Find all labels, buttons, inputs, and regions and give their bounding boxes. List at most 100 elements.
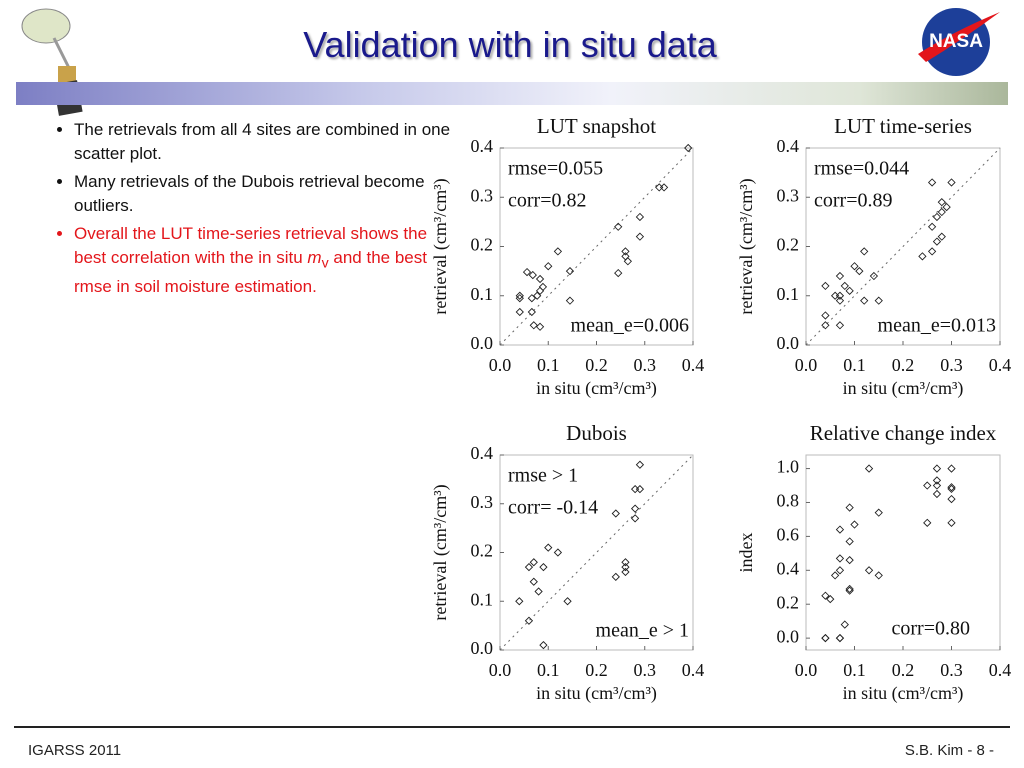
data-point	[947, 484, 956, 494]
data-point	[535, 322, 545, 331]
data-point	[684, 143, 693, 153]
data-point	[855, 266, 864, 276]
identity-line	[499, 147, 694, 346]
data-point	[864, 566, 874, 575]
annotation: corr=0.82	[508, 190, 586, 212]
data-point	[937, 198, 946, 207]
data-point	[528, 270, 537, 280]
x-tick-label: 0.3	[634, 355, 657, 375]
y-tick-label: 0.1	[777, 284, 800, 304]
data-point	[845, 555, 854, 565]
data-point	[611, 572, 620, 582]
y-tick-label: 0.3	[471, 492, 494, 512]
nasa-logo: NASA	[918, 8, 1000, 76]
identity-line	[499, 454, 694, 651]
chart-title: Relative change index	[810, 421, 997, 445]
data-point	[947, 518, 956, 527]
data-point	[659, 183, 669, 192]
data-point	[923, 518, 932, 527]
annotation: corr= -0.14	[508, 497, 598, 519]
data-point	[835, 633, 845, 643]
bullet-highlight: Overall the LUT time-series retrieval sh…	[74, 222, 459, 299]
y-tick-label: 0.0	[471, 333, 494, 353]
data-point	[563, 597, 572, 606]
data-point	[535, 274, 545, 284]
y-tick-label: 0.3	[777, 185, 800, 205]
x-tick-label: 0.2	[585, 660, 608, 680]
annotation: corr=0.80	[892, 618, 970, 640]
x-tick-label: 0.3	[940, 660, 963, 680]
data-point	[539, 640, 548, 650]
x-axis-label: in situ (cm³/cm³)	[843, 378, 964, 399]
x-tick-label: 0.4	[989, 660, 1012, 680]
y-tick-label: 0.0	[777, 626, 800, 646]
data-point	[621, 558, 630, 567]
data-point	[621, 252, 630, 261]
data-point	[621, 562, 630, 572]
data-point	[932, 489, 942, 499]
data-point	[947, 464, 956, 473]
data-point	[835, 566, 845, 575]
data-point	[821, 633, 830, 643]
y-tick-label: 0.3	[471, 185, 494, 205]
data-point	[932, 464, 942, 473]
y-tick-label: 0.4	[777, 558, 800, 578]
data-point	[821, 633, 830, 643]
data-point	[850, 262, 859, 271]
data-point	[932, 476, 942, 485]
y-axis-label: retrieval (cm³/cm³)	[736, 178, 757, 314]
x-tick-label: 0.0	[489, 660, 512, 680]
annotation: mean_e > 1	[596, 620, 689, 642]
data-point	[840, 281, 849, 291]
data-point	[527, 294, 536, 303]
data-point	[932, 212, 942, 222]
x-tick-label: 0.0	[489, 355, 512, 375]
x-tick-label: 0.2	[892, 660, 915, 680]
data-point	[621, 567, 630, 577]
data-point	[830, 291, 840, 300]
y-tick-label: 0.0	[471, 638, 494, 658]
data-point	[538, 282, 548, 292]
bullet: The retrievals from all 4 sites are comb…	[74, 118, 459, 166]
annotation: mean_e=0.013	[878, 315, 996, 337]
y-tick-label: 1.0	[777, 457, 800, 477]
y-axis-label: index	[736, 533, 756, 573]
y-tick-label: 0.2	[777, 235, 800, 255]
data-point	[539, 562, 548, 572]
x-axis-label: in situ (cm³/cm³)	[536, 378, 657, 399]
data-point	[845, 537, 854, 546]
data-point	[937, 232, 946, 241]
bullet-list: The retrievals from all 4 sites are comb…	[28, 118, 459, 303]
data-point	[611, 509, 620, 518]
data-point	[529, 558, 538, 567]
x-tick-label: 0.3	[634, 660, 657, 680]
data-point	[835, 554, 845, 563]
data-point	[515, 294, 524, 303]
x-tick-label: 0.4	[682, 355, 705, 375]
data-point	[544, 262, 553, 271]
data-point	[860, 247, 869, 256]
data-point	[927, 247, 937, 256]
data-point	[623, 257, 632, 266]
data-point	[635, 460, 645, 469]
data-point	[932, 237, 942, 246]
x-tick-label: 0.4	[682, 660, 705, 680]
x-axis-label: in situ (cm³/cm³)	[536, 683, 657, 704]
data-point	[845, 286, 854, 295]
y-tick-label: 0.2	[471, 235, 494, 255]
data-point	[927, 222, 937, 231]
bullet: Many retrievals of the Dubois retrieval …	[74, 170, 459, 218]
data-point	[937, 207, 946, 217]
data-point	[874, 296, 883, 305]
identity-line	[805, 147, 1001, 346]
data-point	[635, 484, 645, 494]
x-tick-label: 0.0	[795, 660, 818, 680]
y-tick-label: 0.2	[777, 592, 800, 612]
x-tick-label: 0.4	[989, 355, 1012, 375]
logo-text: NASA	[929, 31, 983, 52]
data-point	[524, 562, 534, 572]
data-point	[529, 577, 538, 586]
data-point	[947, 494, 956, 504]
data-point	[923, 481, 932, 490]
